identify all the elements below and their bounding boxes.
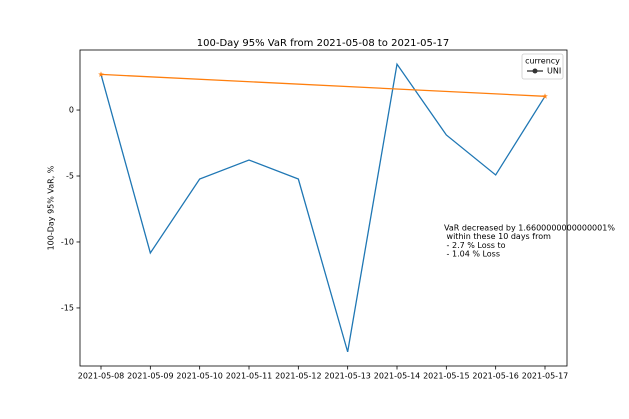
x-tick-label: 2021-05-15 xyxy=(423,372,470,381)
legend-title: currency xyxy=(525,57,560,66)
x-tick-label: 2021-05-16 xyxy=(472,372,519,381)
legend-label: UNI xyxy=(547,67,561,76)
annotation-line: within these 10 days from xyxy=(444,232,551,241)
x-tick-label: 2021-05-17 xyxy=(522,372,569,381)
x-tick-label: 2021-05-11 xyxy=(226,372,273,381)
star-marker xyxy=(542,93,548,99)
x-tick-label: 2021-05-08 xyxy=(78,372,125,381)
y-axis-label: 100-Day 95% VaR, % xyxy=(47,165,56,250)
annotation-line: VaR decreased by 1.6600000000000001% xyxy=(444,224,615,233)
y-tick-label: -15 xyxy=(61,303,74,312)
y-tick-label: 0 xyxy=(69,106,74,115)
series-line xyxy=(100,62,546,353)
x-tick-label: 2021-05-09 xyxy=(127,372,174,381)
x-tick-label: 2021-05-10 xyxy=(176,372,223,381)
plot-frame xyxy=(79,49,568,367)
y-tick-label: -5 xyxy=(66,172,74,181)
legend-marker xyxy=(532,68,538,74)
chart-title: 100-Day 95% VaR from 2021-05-08 to 2021-… xyxy=(197,38,449,49)
annotation-line: - 1.04 % Loss xyxy=(444,250,500,259)
y-tick-label: -10 xyxy=(61,237,74,246)
x-tick-label: 2021-05-12 xyxy=(275,372,322,381)
series-line xyxy=(100,73,546,97)
x-tick-label: 2021-05-14 xyxy=(374,372,421,381)
x-tick-label: 2021-05-13 xyxy=(324,372,371,381)
legend-box xyxy=(521,53,564,80)
annotation-line: - 2.7 % Loss to xyxy=(444,241,506,250)
star-marker xyxy=(98,71,104,77)
